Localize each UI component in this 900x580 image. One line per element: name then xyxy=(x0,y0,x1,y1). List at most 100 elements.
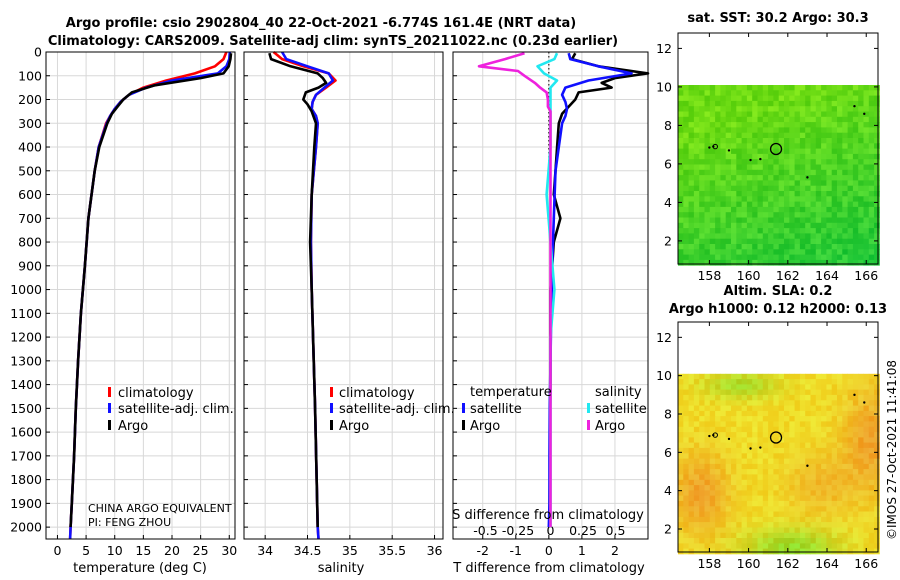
heatmap-cell xyxy=(789,506,795,512)
heatmap-cell xyxy=(784,244,790,250)
heatmap-cell xyxy=(842,191,848,197)
heatmap-cell xyxy=(768,463,774,470)
heatmap-cell xyxy=(704,127,711,134)
heatmap-cell xyxy=(799,527,806,534)
heatmap-cell xyxy=(693,506,700,512)
heatmap-cell xyxy=(794,437,801,444)
heatmap-cell xyxy=(778,95,785,102)
heatmap-cell xyxy=(709,259,716,266)
heatmap-cell xyxy=(821,389,827,396)
heatmap-cell xyxy=(794,90,801,96)
heatmap-cell xyxy=(720,153,727,160)
heatmap-cell xyxy=(688,453,695,459)
heatmap-cell xyxy=(847,511,854,518)
sst-map-title: sat. SST: 30.2 Argo: 30.3 xyxy=(687,11,868,26)
heatmap-cell xyxy=(852,384,859,391)
heatmap-cell xyxy=(826,122,833,128)
heatmap-cell xyxy=(773,384,780,391)
heatmap-cell xyxy=(678,421,684,428)
heatmap-cell xyxy=(773,458,780,465)
heatmap-cell xyxy=(831,222,838,229)
heatmap-cell xyxy=(688,511,695,518)
heatmap-cell xyxy=(799,538,806,544)
heatmap-cell xyxy=(699,548,705,555)
heatmap-cell xyxy=(688,469,695,475)
heatmap-cell xyxy=(842,106,848,112)
heatmap-cell xyxy=(863,191,870,197)
heatmap-cell xyxy=(704,384,711,391)
heatmap-cell xyxy=(688,206,695,213)
heatmap-cell xyxy=(693,254,700,261)
heatmap-cell xyxy=(831,469,838,475)
heatmap-cell xyxy=(773,506,780,512)
heatmap-cell xyxy=(826,249,833,255)
heatmap-cell xyxy=(778,479,785,486)
heatmap-cell xyxy=(746,543,753,550)
heatmap-cell xyxy=(683,485,689,491)
heatmap-cell xyxy=(741,132,748,139)
heatmap-cell xyxy=(720,90,727,96)
heatmap-cell xyxy=(752,511,758,518)
heatmap-cell xyxy=(863,143,870,149)
heatmap-cell xyxy=(720,212,727,218)
legend-swatch-argo xyxy=(108,420,111,430)
heatmap-cell xyxy=(810,405,817,412)
heatmap-cell xyxy=(837,463,843,470)
heatmap-cell xyxy=(789,394,795,401)
heatmap-cell xyxy=(799,233,806,240)
map-frame xyxy=(677,321,879,553)
heatmap-cell xyxy=(709,116,716,123)
heatmap-cell xyxy=(720,175,727,181)
heatmap-cell xyxy=(826,212,833,218)
heatmap-cell xyxy=(868,437,875,444)
heatmap-cell xyxy=(746,100,753,107)
heatmap-cell xyxy=(725,106,732,112)
heatmap-cell xyxy=(704,516,711,523)
heatmap-cell xyxy=(784,191,790,197)
heatmap-cell xyxy=(725,532,732,539)
heatmap-cell xyxy=(778,259,785,266)
heatmap-cell xyxy=(794,127,801,134)
heatmap-cell xyxy=(704,201,711,208)
heatmap-cell xyxy=(678,469,684,475)
heatmap-cell xyxy=(837,249,843,255)
heatmap-cell xyxy=(757,159,764,165)
heatmap-cell xyxy=(768,85,774,91)
sla-map-title1: Altim. SLA: 0.2 xyxy=(724,284,833,299)
title-line2: Climatology: CARS2009. Satellite-adj cli… xyxy=(48,34,618,49)
heatmap-cell xyxy=(868,127,875,134)
heatmap-cell xyxy=(715,469,721,475)
heatmap-cell xyxy=(852,196,859,202)
heatmap-cell xyxy=(874,447,880,454)
heatmap-cell xyxy=(736,474,742,481)
heatmap-cell xyxy=(725,259,732,266)
heatmap-cell xyxy=(805,453,811,459)
heatmap-cell xyxy=(688,538,695,544)
heatmap-cell xyxy=(757,90,764,96)
heatmap-cell xyxy=(868,85,875,91)
heatmap-cell xyxy=(752,164,758,171)
heatmap-cell xyxy=(752,138,758,144)
heatmap-cell xyxy=(805,405,811,412)
heatmap-cell xyxy=(858,233,864,240)
heatmap-cell xyxy=(688,490,695,497)
heatmap-cell xyxy=(773,201,780,208)
heatmap-cell xyxy=(826,127,833,134)
heatmap-cell xyxy=(778,506,785,512)
heatmap-cell xyxy=(768,506,774,512)
heatmap-cell xyxy=(826,485,833,491)
heatmap-cell xyxy=(693,437,700,444)
heatmap-cell xyxy=(847,421,854,428)
heatmap-cell xyxy=(720,543,727,550)
heatmap-cell xyxy=(784,469,790,475)
heatmap-cell xyxy=(789,532,795,539)
heatmap-cell xyxy=(799,201,806,208)
heatmap-cell xyxy=(821,522,827,528)
heatmap-cell xyxy=(731,111,737,118)
heatmap-cell xyxy=(868,384,875,391)
heatmap-cell xyxy=(826,474,833,481)
heatmap-cell xyxy=(709,458,716,465)
heatmap-cell xyxy=(789,122,795,128)
heatmap-cell xyxy=(715,148,721,155)
credit-text: ©IMOS 27-Oct-2021 11:41:08 xyxy=(885,360,899,540)
